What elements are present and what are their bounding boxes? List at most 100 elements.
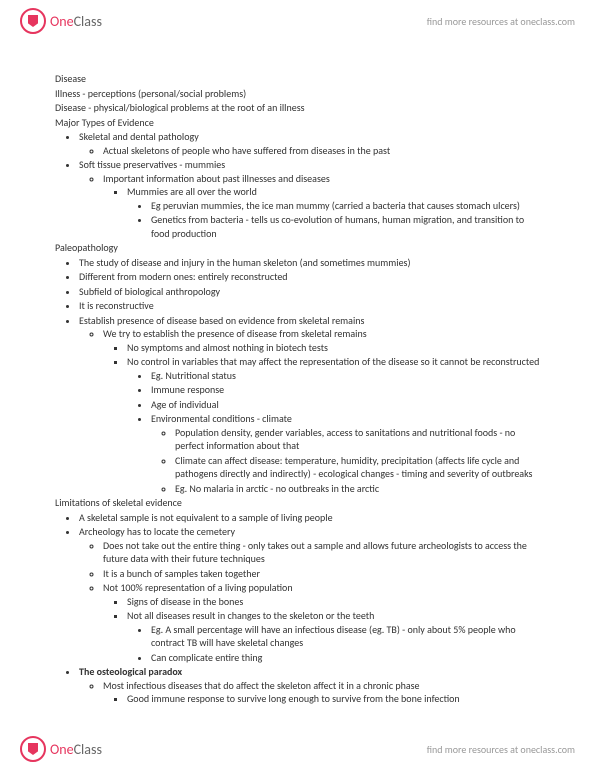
list-item: Different from modern ones: entirely rec… [79, 270, 540, 284]
list-item: The study of disease and injury in the h… [79, 256, 540, 270]
list-item: Mummies are all over the worldEg peruvia… [127, 185, 540, 240]
list-item: Environmental conditions - climatePopula… [151, 412, 540, 495]
list-item-text: The osteological paradox [79, 665, 182, 678]
logo-suffix: Class [74, 13, 102, 30]
list-item-text: Eg. A small percentage will have an infe… [151, 623, 516, 650]
list-item: A skeletal sample is not equivalent to a… [79, 511, 540, 525]
logo-prefix: One [50, 13, 74, 30]
logo-shield-icon [20, 8, 46, 34]
list-item-text: Establish presence of disease based on e… [79, 314, 364, 327]
list-item-text: Good immune response to survive long eno… [127, 692, 460, 705]
limits-list: A skeletal sample is not equivalent to a… [55, 511, 540, 706]
page-header: OneClass find more resources at oneclass… [0, 0, 595, 42]
list-item-text: Immune response [151, 383, 224, 396]
list-item: The osteological paradoxMost infectious … [79, 665, 540, 706]
list-item: No control in variables that may affect … [127, 355, 540, 495]
list-item-text: Skeletal and dental pathology [79, 130, 199, 143]
list-item: It is reconstructive [79, 299, 540, 313]
list-item: Archeology has to locate the cemeteryDoe… [79, 525, 540, 664]
list-item-text: Age of individual [151, 398, 219, 411]
intro-line: Illness - perceptions (personal/social p… [55, 87, 540, 101]
nested-list: Mummies are all over the worldEg peruvia… [103, 185, 540, 240]
list-item: No symptoms and almost nothing in biotec… [127, 341, 540, 355]
list-item-text: No control in variables that may affect … [127, 355, 539, 368]
nested-list: Actual skeletons of people who have suff… [79, 144, 540, 158]
list-item-text: Important information about past illness… [103, 172, 330, 185]
doc-title: Disease [55, 72, 540, 86]
nested-list: No symptoms and almost nothing in biotec… [103, 341, 540, 496]
list-item: Eg peruvian mummies, the ice man mummy (… [151, 199, 540, 213]
list-item: It is a bunch of samples taken together [103, 567, 540, 581]
list-item: Does not take out the entire thing - onl… [103, 539, 540, 566]
brand-logo: OneClass [20, 8, 102, 34]
header-resources-link[interactable]: find more resources at oneclass.com [427, 15, 575, 28]
list-item-text: We try to establish the presence of dise… [103, 327, 367, 340]
list-item: Population density, gender variables, ac… [175, 426, 540, 453]
footer-logo-prefix: One [50, 741, 74, 758]
list-item: Actual skeletons of people who have suff… [103, 144, 540, 158]
intro-line: Major Types of Evidence [55, 116, 540, 130]
list-item: Skeletal and dental pathologyActual skel… [79, 130, 540, 157]
list-item: Eg. No malaria in arctic - no outbreaks … [175, 482, 540, 496]
paleo-heading: Paleopathology [55, 241, 540, 255]
list-item: Subfield of biological anthropology [79, 285, 540, 299]
list-item-text: A skeletal sample is not equivalent to a… [79, 511, 333, 524]
nested-list: Important information about past illness… [79, 172, 540, 241]
limits-heading: Limitations of skeletal evidence [55, 496, 540, 510]
list-item: Eg. A small percentage will have an infe… [151, 623, 540, 650]
list-item: Climate can affect disease: temperature,… [175, 454, 540, 481]
list-item-text: Genetics from bacteria - tells us co-evo… [151, 213, 524, 240]
list-item: Immune response [151, 383, 540, 397]
nested-list: Good immune response to survive long eno… [103, 692, 540, 706]
nested-list: Does not take out the entire thing - onl… [79, 539, 540, 665]
intro-line: Disease - physical/biological problems a… [55, 101, 540, 115]
nested-list: Signs of disease in the bonesNot all dis… [103, 595, 540, 665]
list-item: Most infectious diseases that do affect … [103, 679, 540, 706]
list-item: Not all diseases result in changes to th… [127, 609, 540, 664]
list-item-text: Different from modern ones: entirely rec… [79, 270, 288, 283]
nested-list: Eg peruvian mummies, the ice man mummy (… [127, 199, 540, 241]
list-item-text: It is a bunch of samples taken together [103, 567, 260, 580]
list-item-text: Not 100% representation of a living popu… [103, 581, 293, 594]
nested-list: Eg. A small percentage will have an infe… [127, 623, 540, 665]
list-item: Can complicate entire thing [151, 651, 540, 665]
logo-text: OneClass [50, 13, 102, 30]
list-item: We try to establish the presence of dise… [103, 327, 540, 495]
list-item-text: Can complicate entire thing [151, 651, 262, 664]
evidence-list: Skeletal and dental pathologyActual skel… [55, 130, 540, 240]
nested-list: Most infectious diseases that do affect … [79, 679, 540, 706]
list-item: Eg. Nutritional status [151, 369, 540, 383]
list-item-text: Mummies are all over the world [127, 185, 257, 198]
footer-logo-shield-icon [20, 736, 46, 762]
list-item-text: Population density, gender variables, ac… [175, 426, 515, 453]
list-item-text: Soft tissue preservatives - mummies [79, 158, 225, 171]
list-item: Soft tissue preservatives - mummiesImpor… [79, 158, 540, 240]
list-item-text: It is reconstructive [79, 299, 154, 312]
list-item-text: Environmental conditions - climate [151, 412, 292, 425]
footer-resources-link[interactable]: find more resources at oneclass.com [427, 743, 575, 756]
footer-brand-logo: OneClass [20, 736, 102, 762]
list-item-text: Eg peruvian mummies, the ice man mummy (… [151, 199, 520, 212]
footer-logo-text: OneClass [50, 741, 102, 758]
list-item: Signs of disease in the bones [127, 595, 540, 609]
nested-list: Population density, gender variables, ac… [151, 426, 540, 496]
list-item-text: Subfield of biological anthropology [79, 285, 220, 298]
nested-list: Eg. Nutritional statusImmune response Age… [127, 369, 540, 496]
list-item: Age of individual [151, 398, 540, 412]
list-item: Not 100% representation of a living popu… [103, 581, 540, 664]
list-item: Establish presence of disease based on e… [79, 314, 540, 496]
list-item-text: No symptoms and almost nothing in biotec… [127, 341, 328, 354]
paleo-list: The study of disease and injury in the h… [55, 256, 540, 496]
list-item-text: Eg. No malaria in arctic - no outbreaks … [175, 482, 379, 495]
list-item-text: The study of disease and injury in the h… [79, 256, 410, 269]
list-item-text: Actual skeletons of people who have suff… [103, 144, 390, 157]
list-item-text: Archeology has to locate the cemetery [79, 525, 235, 538]
list-item-text: Signs of disease in the bones [127, 595, 243, 608]
list-item-text: Most infectious diseases that do affect … [103, 679, 420, 692]
list-item: Good immune response to survive long eno… [127, 692, 540, 706]
footer-logo-suffix: Class [74, 741, 102, 758]
list-item-text: Does not take out the entire thing - onl… [103, 539, 527, 566]
list-item-text: Not all diseases result in changes to th… [127, 609, 374, 622]
list-item: Important information about past illness… [103, 172, 540, 241]
list-item-text: Climate can affect disease: temperature,… [175, 454, 532, 481]
